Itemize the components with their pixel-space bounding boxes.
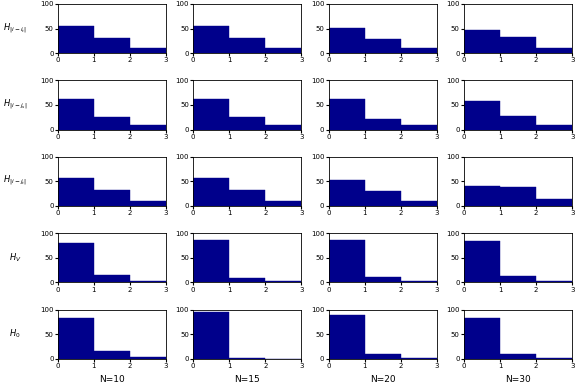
- Bar: [130, 201, 166, 206]
- Bar: [536, 199, 572, 206]
- Bar: [500, 37, 536, 53]
- Y-axis label: $H_{|i-i_t|}$: $H_{|i-i_t|}$: [3, 21, 27, 35]
- X-axis label: N=15: N=15: [235, 374, 260, 383]
- Bar: [365, 191, 401, 206]
- Bar: [130, 125, 166, 129]
- Bar: [328, 99, 365, 129]
- Bar: [58, 26, 94, 53]
- X-axis label: N=10: N=10: [99, 374, 125, 383]
- Bar: [464, 241, 500, 282]
- Bar: [130, 357, 166, 359]
- Bar: [500, 354, 536, 359]
- Bar: [500, 187, 536, 206]
- Bar: [193, 99, 229, 129]
- Bar: [229, 38, 265, 53]
- Bar: [328, 180, 365, 206]
- Bar: [58, 243, 94, 282]
- Bar: [536, 48, 572, 53]
- Y-axis label: $H_V$: $H_V$: [9, 252, 21, 264]
- Bar: [94, 190, 130, 206]
- Bar: [130, 48, 166, 53]
- Bar: [328, 316, 365, 359]
- Bar: [500, 277, 536, 282]
- Bar: [401, 201, 437, 206]
- Bar: [58, 318, 94, 359]
- Bar: [328, 28, 365, 53]
- Bar: [94, 38, 130, 53]
- Bar: [265, 48, 302, 53]
- Bar: [365, 277, 401, 282]
- Bar: [401, 125, 437, 129]
- Bar: [365, 39, 401, 53]
- Bar: [229, 190, 265, 206]
- Bar: [536, 125, 572, 129]
- Y-axis label: $H_{|i-j_t|}$: $H_{|i-j_t|}$: [3, 174, 27, 188]
- Bar: [464, 318, 500, 359]
- Bar: [328, 240, 365, 282]
- Bar: [94, 351, 130, 359]
- Bar: [265, 125, 302, 129]
- Bar: [130, 281, 166, 282]
- Bar: [401, 48, 437, 53]
- Bar: [94, 117, 130, 129]
- X-axis label: N=20: N=20: [370, 374, 395, 383]
- Bar: [265, 201, 302, 206]
- Bar: [94, 275, 130, 282]
- Bar: [58, 99, 94, 129]
- Bar: [229, 117, 265, 129]
- Bar: [365, 354, 401, 359]
- Y-axis label: $H_{|i-j_s|}$: $H_{|i-j_s|}$: [3, 98, 27, 112]
- Bar: [464, 30, 500, 53]
- Bar: [193, 178, 229, 206]
- Bar: [229, 358, 265, 359]
- Bar: [500, 116, 536, 129]
- Y-axis label: $H_0$: $H_0$: [9, 328, 21, 340]
- Bar: [365, 119, 401, 129]
- Bar: [401, 358, 437, 359]
- Bar: [464, 186, 500, 206]
- Bar: [193, 312, 229, 359]
- Bar: [58, 178, 94, 206]
- Bar: [193, 26, 229, 53]
- Bar: [193, 239, 229, 282]
- Bar: [464, 101, 500, 129]
- Bar: [536, 358, 572, 359]
- X-axis label: N=30: N=30: [505, 374, 531, 383]
- Bar: [229, 278, 265, 282]
